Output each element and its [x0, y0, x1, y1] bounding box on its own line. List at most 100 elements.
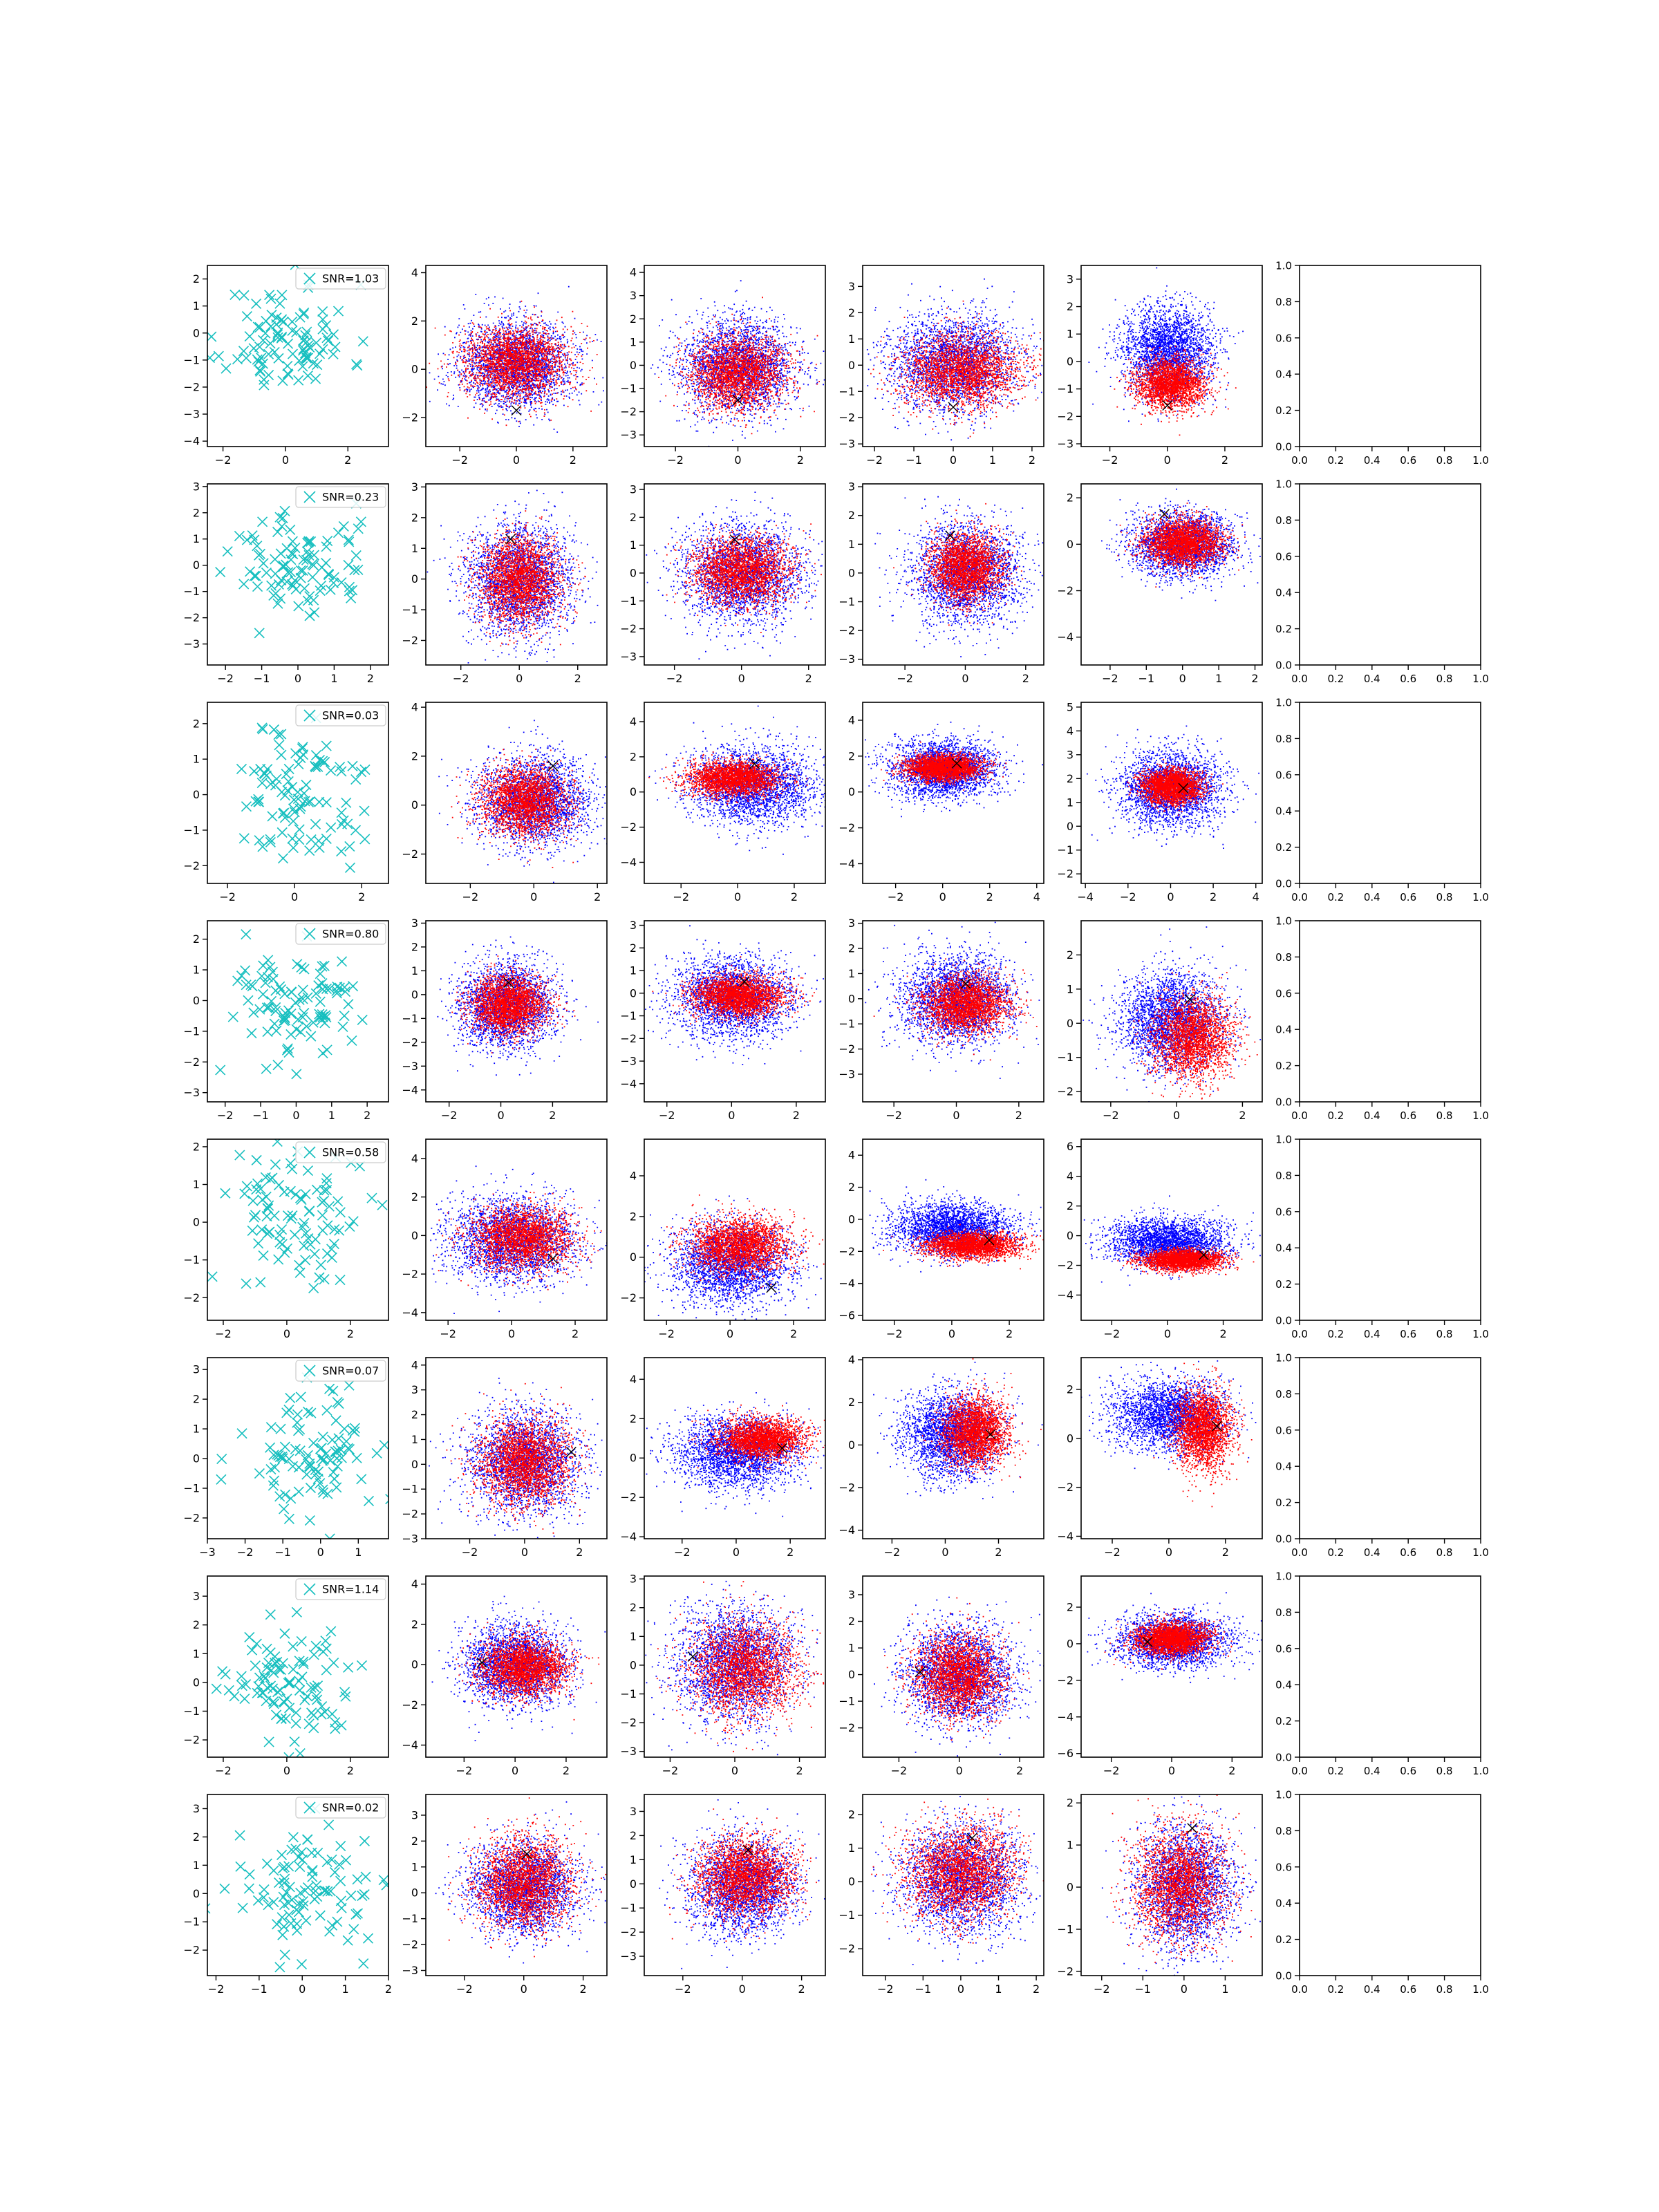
- y-tick-label: 3: [411, 1808, 418, 1821]
- y-tick-label: −2: [838, 1245, 855, 1258]
- legend: SNR=0.02: [296, 1797, 386, 1818]
- x-tick-label: 1.0: [1472, 1328, 1489, 1340]
- y-tick-label: 2: [848, 306, 855, 319]
- y-tick-label: −2: [183, 859, 200, 872]
- x-tick-label: −1: [251, 1983, 268, 1996]
- y-tick-label: 0.8: [1275, 733, 1292, 745]
- y-tick-label: 0: [411, 363, 418, 376]
- y-tick-label: −2: [402, 1268, 418, 1281]
- y-tick-label: −2: [183, 1944, 200, 1957]
- x-tick-label: 0: [1168, 1764, 1175, 1777]
- y-tick-label: −2: [183, 1734, 200, 1747]
- y-tick-label: 2: [848, 942, 855, 955]
- x-tick-label: 0.6: [1400, 1109, 1416, 1122]
- y-tick-label: 2: [193, 272, 200, 285]
- x-tick-label: 1.0: [1472, 1765, 1489, 1777]
- x-tick-label: −1: [1138, 672, 1155, 685]
- y-tick-label: 3: [630, 483, 637, 496]
- y-tick-label: 1: [411, 542, 418, 555]
- y-tick-label: −3: [183, 637, 200, 650]
- y-tick-label: −2: [838, 624, 855, 637]
- x-tick-label: 0: [1167, 890, 1174, 903]
- legend-label: SNR=0.03: [322, 709, 379, 722]
- legend: SNR=0.58: [296, 1142, 386, 1163]
- x-tick-label: 0.8: [1436, 1109, 1453, 1122]
- x-tick-label: 0.4: [1364, 1546, 1380, 1559]
- x-tick-label: −2: [456, 1983, 473, 1996]
- y-tick-label: 2: [193, 1618, 200, 1631]
- x-tick-label: 0: [513, 453, 520, 467]
- x-tick-label: 0: [516, 672, 523, 685]
- x-tick-label: 0.0: [1291, 454, 1308, 467]
- x-tick-label: 0.0: [1291, 1546, 1308, 1559]
- y-tick-label: −2: [402, 1938, 418, 1951]
- x-tick-label: 0: [734, 453, 741, 467]
- y-tick-label: 1: [193, 1647, 200, 1660]
- y-tick-label: 0: [193, 1887, 200, 1900]
- x-tick-label: 2: [367, 672, 374, 685]
- y-tick-label: −1: [620, 594, 637, 608]
- x-tick-label: 0: [738, 672, 745, 685]
- y-tick-label: 1: [411, 1433, 418, 1446]
- legend: SNR=0.80: [296, 924, 386, 944]
- x-tick-label: 0: [317, 1546, 324, 1559]
- y-tick-label: 0.4: [1275, 368, 1292, 381]
- y-tick-label: −1: [620, 1009, 637, 1022]
- y-tick-label: 0: [848, 785, 855, 798]
- x-tick-label: 2: [563, 1764, 570, 1777]
- x-tick-label: 0.4: [1364, 1765, 1380, 1777]
- y-tick-label: 2: [1067, 1383, 1074, 1396]
- y-tick-label: 0.4: [1275, 1242, 1292, 1255]
- x-tick-label: 0.6: [1400, 454, 1416, 467]
- x-tick-label: −2: [1103, 1109, 1119, 1122]
- x-tick-label: 2: [385, 1983, 392, 1996]
- x-tick-label: 0: [1164, 453, 1171, 467]
- x-tick-label: 1: [342, 1983, 349, 1996]
- y-tick-label: 0.6: [1275, 550, 1292, 563]
- x-tick-label: 0: [521, 1546, 528, 1559]
- x-tick-label: −1: [254, 672, 270, 685]
- y-tick-label: 0.6: [1275, 987, 1292, 1000]
- x-tick-label: 2: [347, 1764, 354, 1777]
- y-tick-label: 4: [630, 715, 637, 728]
- y-tick-label: 2: [411, 749, 418, 762]
- y-tick-label: 0.0: [1275, 878, 1292, 890]
- x-tick-label: 0.4: [1364, 454, 1380, 467]
- x-tick-label: 2: [576, 1546, 583, 1559]
- y-tick-label: 2: [848, 1396, 855, 1409]
- x-tick-label: −2: [1094, 1983, 1110, 1996]
- x-tick-label: 0.8: [1436, 454, 1453, 467]
- x-tick-label: 0.0: [1291, 1765, 1308, 1777]
- x-tick-label: 0: [939, 890, 946, 903]
- x-tick-label: 2: [364, 1109, 371, 1122]
- y-tick-label: −1: [1057, 1051, 1074, 1064]
- x-tick-label: −2: [1104, 1327, 1121, 1340]
- y-tick-label: 0.0: [1275, 1315, 1292, 1327]
- x-tick-label: 0.2: [1327, 673, 1344, 685]
- y-tick-label: −2: [1057, 584, 1074, 597]
- x-tick-label: −2: [215, 453, 232, 467]
- y-tick-label: −2: [838, 1481, 855, 1494]
- x-tick-label: 0: [283, 1327, 290, 1340]
- y-tick-label: 4: [411, 1358, 418, 1371]
- y-tick-label: −1: [183, 823, 200, 836]
- x-tick-label: 0.4: [1364, 891, 1380, 903]
- y-tick-label: 2: [1067, 1199, 1074, 1212]
- y-tick-label: 3: [630, 289, 637, 302]
- x-tick-label: 0: [1164, 1327, 1171, 1340]
- y-tick-label: 2: [193, 1140, 200, 1153]
- y-tick-label: 2: [411, 315, 418, 328]
- y-tick-label: 1: [193, 299, 200, 312]
- x-tick-label: −2: [897, 672, 913, 685]
- y-tick-label: 0.4: [1275, 1679, 1292, 1691]
- x-tick-label: 0: [508, 1327, 515, 1340]
- y-tick-label: 2: [193, 1830, 200, 1844]
- y-tick-label: 2: [630, 941, 637, 955]
- x-tick-label: 2: [805, 672, 812, 685]
- x-tick-label: −3: [199, 1546, 216, 1559]
- y-tick-label: 0: [411, 1886, 418, 1900]
- y-tick-label: 0: [848, 1438, 855, 1452]
- y-tick-label: 0: [848, 566, 855, 579]
- y-tick-label: −2: [838, 821, 855, 834]
